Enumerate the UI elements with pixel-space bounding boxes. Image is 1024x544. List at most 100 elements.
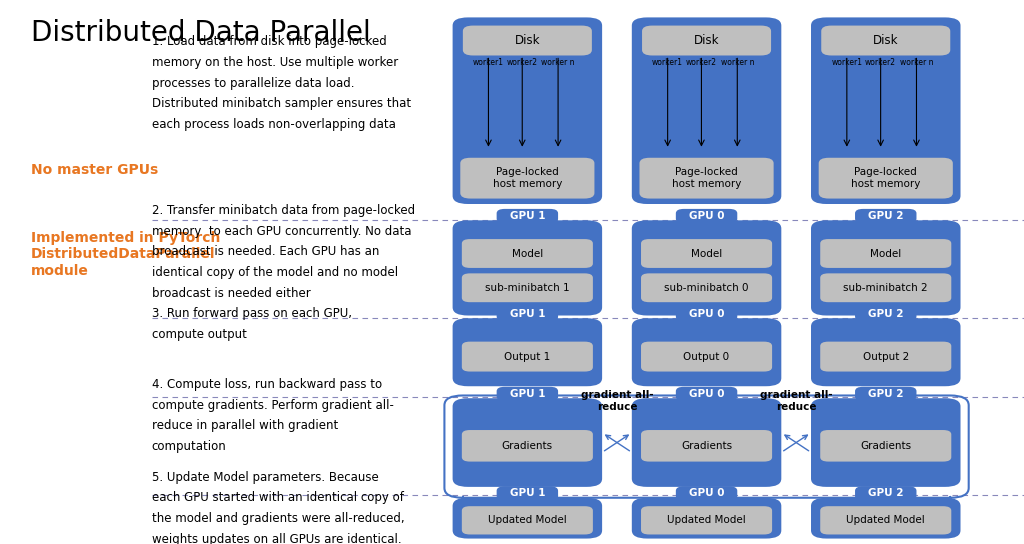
Text: No master GPUs: No master GPUs bbox=[31, 163, 158, 177]
Text: GPU 0: GPU 0 bbox=[689, 489, 724, 498]
Text: broadcast is needed. Each GPU has an: broadcast is needed. Each GPU has an bbox=[152, 245, 379, 258]
Text: compute output: compute output bbox=[152, 328, 247, 341]
Text: Output 2: Output 2 bbox=[862, 351, 909, 362]
FancyBboxPatch shape bbox=[497, 387, 558, 401]
Text: Updated Model: Updated Model bbox=[488, 515, 566, 526]
Text: Disk: Disk bbox=[694, 34, 719, 47]
Text: Distributed minibatch sampler ensures that: Distributed minibatch sampler ensures th… bbox=[152, 97, 411, 110]
Text: gradient all-
reduce: gradient all- reduce bbox=[760, 390, 833, 412]
Text: Distributed Data Parallel: Distributed Data Parallel bbox=[31, 19, 371, 47]
FancyBboxPatch shape bbox=[855, 209, 916, 223]
FancyBboxPatch shape bbox=[453, 398, 602, 487]
FancyBboxPatch shape bbox=[855, 307, 916, 321]
Text: worker2: worker2 bbox=[507, 58, 538, 67]
Text: gradient all-
reduce: gradient all- reduce bbox=[581, 390, 653, 412]
Text: compute gradients. Perform gradient all-: compute gradients. Perform gradient all- bbox=[152, 399, 393, 412]
FancyBboxPatch shape bbox=[676, 486, 737, 500]
Text: each GPU started with an identical copy of: each GPU started with an identical copy … bbox=[152, 491, 403, 504]
FancyBboxPatch shape bbox=[676, 387, 737, 401]
Text: GPU 1: GPU 1 bbox=[510, 489, 545, 498]
Text: worker1: worker1 bbox=[831, 58, 862, 67]
Text: 2. Transfer minibatch data from page-locked: 2. Transfer minibatch data from page-loc… bbox=[152, 204, 415, 217]
FancyBboxPatch shape bbox=[453, 498, 602, 539]
Text: Page-locked
host memory: Page-locked host memory bbox=[851, 168, 921, 189]
FancyBboxPatch shape bbox=[820, 239, 951, 268]
FancyBboxPatch shape bbox=[811, 498, 961, 539]
FancyBboxPatch shape bbox=[820, 430, 951, 461]
Text: broadcast is needed either: broadcast is needed either bbox=[152, 287, 310, 300]
Text: worker n: worker n bbox=[721, 58, 754, 67]
FancyBboxPatch shape bbox=[819, 158, 952, 199]
Text: GPU 0: GPU 0 bbox=[689, 389, 724, 399]
Text: GPU 2: GPU 2 bbox=[868, 309, 903, 319]
Text: Updated Model: Updated Model bbox=[847, 515, 925, 526]
FancyBboxPatch shape bbox=[642, 26, 771, 55]
FancyBboxPatch shape bbox=[641, 342, 772, 372]
Text: GPU 2: GPU 2 bbox=[868, 389, 903, 399]
FancyBboxPatch shape bbox=[641, 506, 772, 534]
Text: Model: Model bbox=[512, 249, 543, 258]
FancyBboxPatch shape bbox=[453, 318, 602, 386]
FancyBboxPatch shape bbox=[462, 430, 593, 461]
Text: GPU 2: GPU 2 bbox=[868, 489, 903, 498]
FancyBboxPatch shape bbox=[811, 220, 961, 316]
FancyBboxPatch shape bbox=[461, 158, 594, 199]
FancyBboxPatch shape bbox=[676, 307, 737, 321]
Text: GPU 1: GPU 1 bbox=[510, 211, 545, 221]
Text: Output 0: Output 0 bbox=[683, 351, 730, 362]
Text: 5. Update Model parameters. Because: 5. Update Model parameters. Because bbox=[152, 471, 378, 484]
Text: Page-locked
host memory: Page-locked host memory bbox=[672, 168, 741, 189]
Text: worker2: worker2 bbox=[865, 58, 896, 67]
FancyBboxPatch shape bbox=[811, 398, 961, 487]
FancyBboxPatch shape bbox=[463, 26, 592, 55]
Text: Disk: Disk bbox=[515, 34, 540, 47]
Text: Implemented in PyTorch
DistributedDataParallel
module: Implemented in PyTorch DistributedDataPa… bbox=[31, 231, 220, 277]
Text: memory on the host. Use multiple worker: memory on the host. Use multiple worker bbox=[152, 56, 397, 69]
Text: Gradients: Gradients bbox=[681, 441, 732, 451]
Text: GPU 1: GPU 1 bbox=[510, 389, 545, 399]
Text: Output 1: Output 1 bbox=[504, 351, 551, 362]
FancyBboxPatch shape bbox=[632, 498, 781, 539]
FancyBboxPatch shape bbox=[632, 17, 781, 204]
Text: GPU 2: GPU 2 bbox=[868, 211, 903, 221]
Text: processes to parallelize data load.: processes to parallelize data load. bbox=[152, 77, 354, 90]
FancyBboxPatch shape bbox=[639, 158, 774, 199]
FancyBboxPatch shape bbox=[820, 274, 951, 302]
FancyBboxPatch shape bbox=[641, 239, 772, 268]
FancyBboxPatch shape bbox=[632, 318, 781, 386]
Text: 1. Load data from disk into page-locked: 1. Load data from disk into page-locked bbox=[152, 35, 386, 48]
Text: weights updates on all GPUs are identical.: weights updates on all GPUs are identica… bbox=[152, 533, 401, 544]
FancyBboxPatch shape bbox=[632, 220, 781, 316]
FancyBboxPatch shape bbox=[855, 486, 916, 500]
FancyBboxPatch shape bbox=[820, 506, 951, 534]
Text: worker1: worker1 bbox=[652, 58, 683, 67]
Text: memory  to each GPU concurrently. No data: memory to each GPU concurrently. No data bbox=[152, 225, 411, 238]
Text: worker1: worker1 bbox=[473, 58, 504, 67]
Text: GPU 0: GPU 0 bbox=[689, 309, 724, 319]
FancyBboxPatch shape bbox=[811, 17, 961, 204]
Text: Gradients: Gradients bbox=[860, 441, 911, 451]
FancyBboxPatch shape bbox=[462, 274, 593, 302]
FancyBboxPatch shape bbox=[497, 209, 558, 223]
Text: identical copy of the model and no model: identical copy of the model and no model bbox=[152, 266, 397, 279]
FancyBboxPatch shape bbox=[855, 387, 916, 401]
FancyBboxPatch shape bbox=[497, 486, 558, 500]
FancyBboxPatch shape bbox=[641, 274, 772, 302]
Text: 3. Run forward pass on each GPU,: 3. Run forward pass on each GPU, bbox=[152, 307, 351, 320]
FancyBboxPatch shape bbox=[821, 26, 950, 55]
Text: sub-minibatch 2: sub-minibatch 2 bbox=[844, 283, 928, 293]
Text: Gradients: Gradients bbox=[502, 441, 553, 451]
FancyBboxPatch shape bbox=[676, 209, 737, 223]
FancyBboxPatch shape bbox=[641, 430, 772, 461]
Text: Model: Model bbox=[870, 249, 901, 258]
FancyBboxPatch shape bbox=[453, 220, 602, 316]
Text: sub-minibatch 1: sub-minibatch 1 bbox=[485, 283, 569, 293]
Text: each process loads non-overlapping data: each process loads non-overlapping data bbox=[152, 118, 395, 131]
FancyBboxPatch shape bbox=[462, 239, 593, 268]
FancyBboxPatch shape bbox=[632, 398, 781, 487]
Text: Model: Model bbox=[691, 249, 722, 258]
FancyBboxPatch shape bbox=[497, 307, 558, 321]
Text: computation: computation bbox=[152, 440, 226, 453]
Text: worker n: worker n bbox=[542, 58, 574, 67]
Text: reduce in parallel with gradient: reduce in parallel with gradient bbox=[152, 419, 338, 432]
